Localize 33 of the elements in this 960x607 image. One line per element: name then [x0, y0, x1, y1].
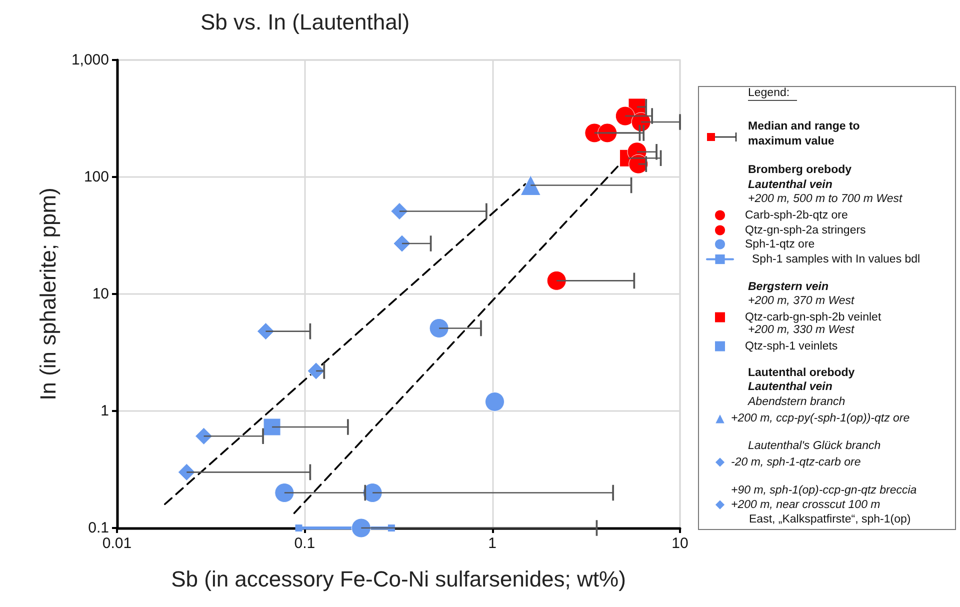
text: Abendstern branch: [747, 396, 846, 408]
x-tick-label: 0.01: [102, 535, 132, 552]
text: +200 m, 370 m West: [748, 295, 856, 307]
y-tick-label: 10: [92, 286, 109, 302]
x-tick-label: 0.1: [294, 535, 316, 552]
text: +200 m, 500 m to 700 m West: [748, 193, 903, 205]
legend-label: Qtz-sph-1 veinlets: [745, 340, 838, 352]
text: Median and range to maximum value: [748, 120, 860, 148]
legend-label: Qtz-carb-gn-sph-2b veinlet: [745, 311, 882, 324]
text: Lautenthal vein: [748, 381, 832, 393]
text: Bergstern vein: [748, 281, 829, 293]
text: Bromberg orebody: [748, 164, 852, 176]
chart-title: Sb vs. In (Lautenthal): [200, 10, 410, 34]
legend-label: Sph-1-qtz ore: [745, 238, 815, 250]
text: Lautenthal orebody: [748, 367, 856, 379]
legend-label: Qtz-gn-sph-2a stringers: [745, 224, 866, 236]
y-tick-label: 1: [100, 402, 109, 420]
text: +200 m, 330 m West: [748, 324, 856, 336]
legend-title: Legend:: [748, 87, 790, 99]
y-tick-label: 1,000: [71, 52, 109, 68]
legend-label: -20 m, sph-1-qtz-carb ore: [731, 456, 861, 468]
y-axis-title: In (in sphalerite; ppm): [36, 188, 60, 400]
legend-label: Carb-sph-2b-qtz ore: [745, 209, 848, 222]
x-tick-label: 1: [488, 535, 497, 552]
x-tick-label: 10: [672, 535, 688, 552]
text: Lautenthal vein: [748, 179, 832, 191]
legend-label: Sph-1 samples with In values bdl: [752, 253, 920, 266]
legend-label: +90 m, sph-1(op)-ccp-gn-qtz breccia +200 m, near crosscut 100 m East, „Kalkspatfirste“, sph-1(op): [731, 484, 917, 526]
y-tick-label: 100: [84, 168, 109, 186]
y-tick-label: 0.1: [88, 520, 109, 536]
text: Lautenthal's Glück branch: [748, 440, 881, 452]
legend-label: +200 m, ccp-py(-sph-1(op))-qtz ore: [731, 412, 910, 424]
x-axis-title: Sb (in accessory Fe-Co-Ni sulfarsenides; wt%): [171, 566, 626, 592]
